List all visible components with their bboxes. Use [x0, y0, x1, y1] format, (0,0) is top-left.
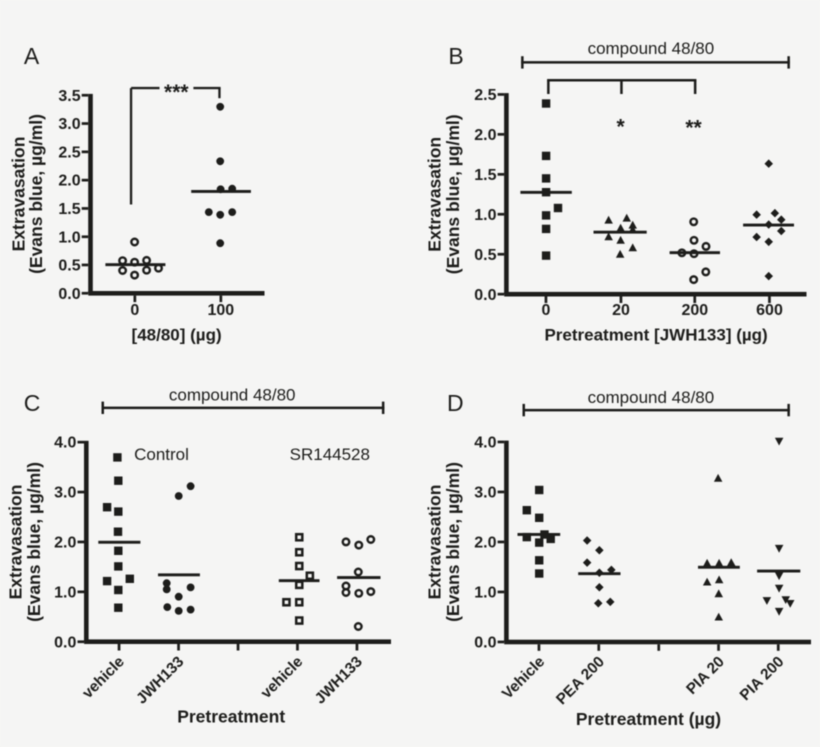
svg-text:3.0: 3.0 [58, 116, 80, 133]
svg-text:2.0: 2.0 [474, 127, 496, 144]
svg-text:1.0: 1.0 [58, 229, 80, 246]
svg-text:1.0: 1.0 [474, 207, 496, 224]
svg-text:Extravasation: Extravasation [424, 485, 444, 600]
svg-text:0.5: 0.5 [58, 258, 80, 275]
svg-text:B: B [448, 43, 463, 69]
svg-text:Pretreatment: Pretreatment [177, 707, 285, 727]
svg-text:D: D [447, 390, 464, 416]
svg-text:Control: Control [134, 445, 189, 464]
svg-text:2.0: 2.0 [58, 173, 80, 190]
svg-text:2.5: 2.5 [58, 144, 80, 161]
svg-text:3.0: 3.0 [54, 485, 76, 502]
svg-text:compound 48/80: compound 48/80 [169, 385, 296, 404]
svg-text:4.0: 4.0 [54, 435, 76, 452]
svg-text:(Evans blue, µg/ml): (Evans blue, µg/ml) [443, 114, 463, 274]
svg-text:600: 600 [756, 302, 783, 319]
svg-text:0.0: 0.0 [54, 634, 76, 651]
svg-text:1.5: 1.5 [474, 167, 496, 184]
svg-text:1.0: 1.0 [474, 585, 496, 602]
svg-text:3.0: 3.0 [474, 485, 496, 502]
svg-text:SR144528: SR144528 [290, 445, 370, 464]
svg-text:1.5: 1.5 [58, 201, 80, 218]
svg-text:2.5: 2.5 [474, 87, 496, 104]
svg-text:Pretreatment [JWH133] (µg): Pretreatment [JWH133] (µg) [544, 326, 767, 345]
svg-text:0: 0 [130, 302, 139, 319]
svg-text:compound 48/80: compound 48/80 [588, 388, 715, 407]
svg-text:Extravasation: Extravasation [8, 137, 28, 252]
svg-text:A: A [24, 43, 40, 69]
svg-text:0: 0 [542, 302, 551, 319]
svg-text:***: *** [164, 81, 189, 104]
svg-text:100: 100 [207, 302, 234, 319]
svg-text:0.0: 0.0 [474, 635, 496, 652]
svg-text:C: C [24, 390, 41, 416]
svg-text:Pretreatment (µg): Pretreatment (µg) [576, 709, 721, 729]
svg-text:0.0: 0.0 [58, 286, 80, 303]
svg-text:compound 48/80: compound 48/80 [588, 39, 715, 58]
svg-text:2.0: 2.0 [474, 535, 496, 552]
svg-text:2.0: 2.0 [54, 535, 76, 552]
svg-text:200: 200 [681, 302, 708, 319]
svg-text:Extravasation: Extravasation [6, 485, 26, 600]
svg-text:20: 20 [612, 302, 630, 319]
svg-text:*: * [617, 116, 626, 139]
svg-text:Extravasation: Extravasation [424, 137, 444, 252]
svg-text:[48/80] (µg): [48/80] (µg) [132, 326, 222, 345]
svg-text:**: ** [685, 116, 702, 139]
svg-text:4.0: 4.0 [474, 435, 496, 452]
svg-text:(Evans blue, µg/ml): (Evans blue, µg/ml) [24, 462, 44, 622]
svg-text:3.5: 3.5 [58, 88, 80, 105]
svg-text:0.5: 0.5 [474, 247, 496, 264]
svg-text:(Evans blue, µg/ml): (Evans blue, µg/ml) [443, 462, 463, 622]
svg-text:0.0: 0.0 [474, 287, 496, 304]
svg-text:1.0: 1.0 [54, 584, 76, 601]
svg-text:(Evans blue, µg/ml): (Evans blue, µg/ml) [26, 114, 46, 274]
